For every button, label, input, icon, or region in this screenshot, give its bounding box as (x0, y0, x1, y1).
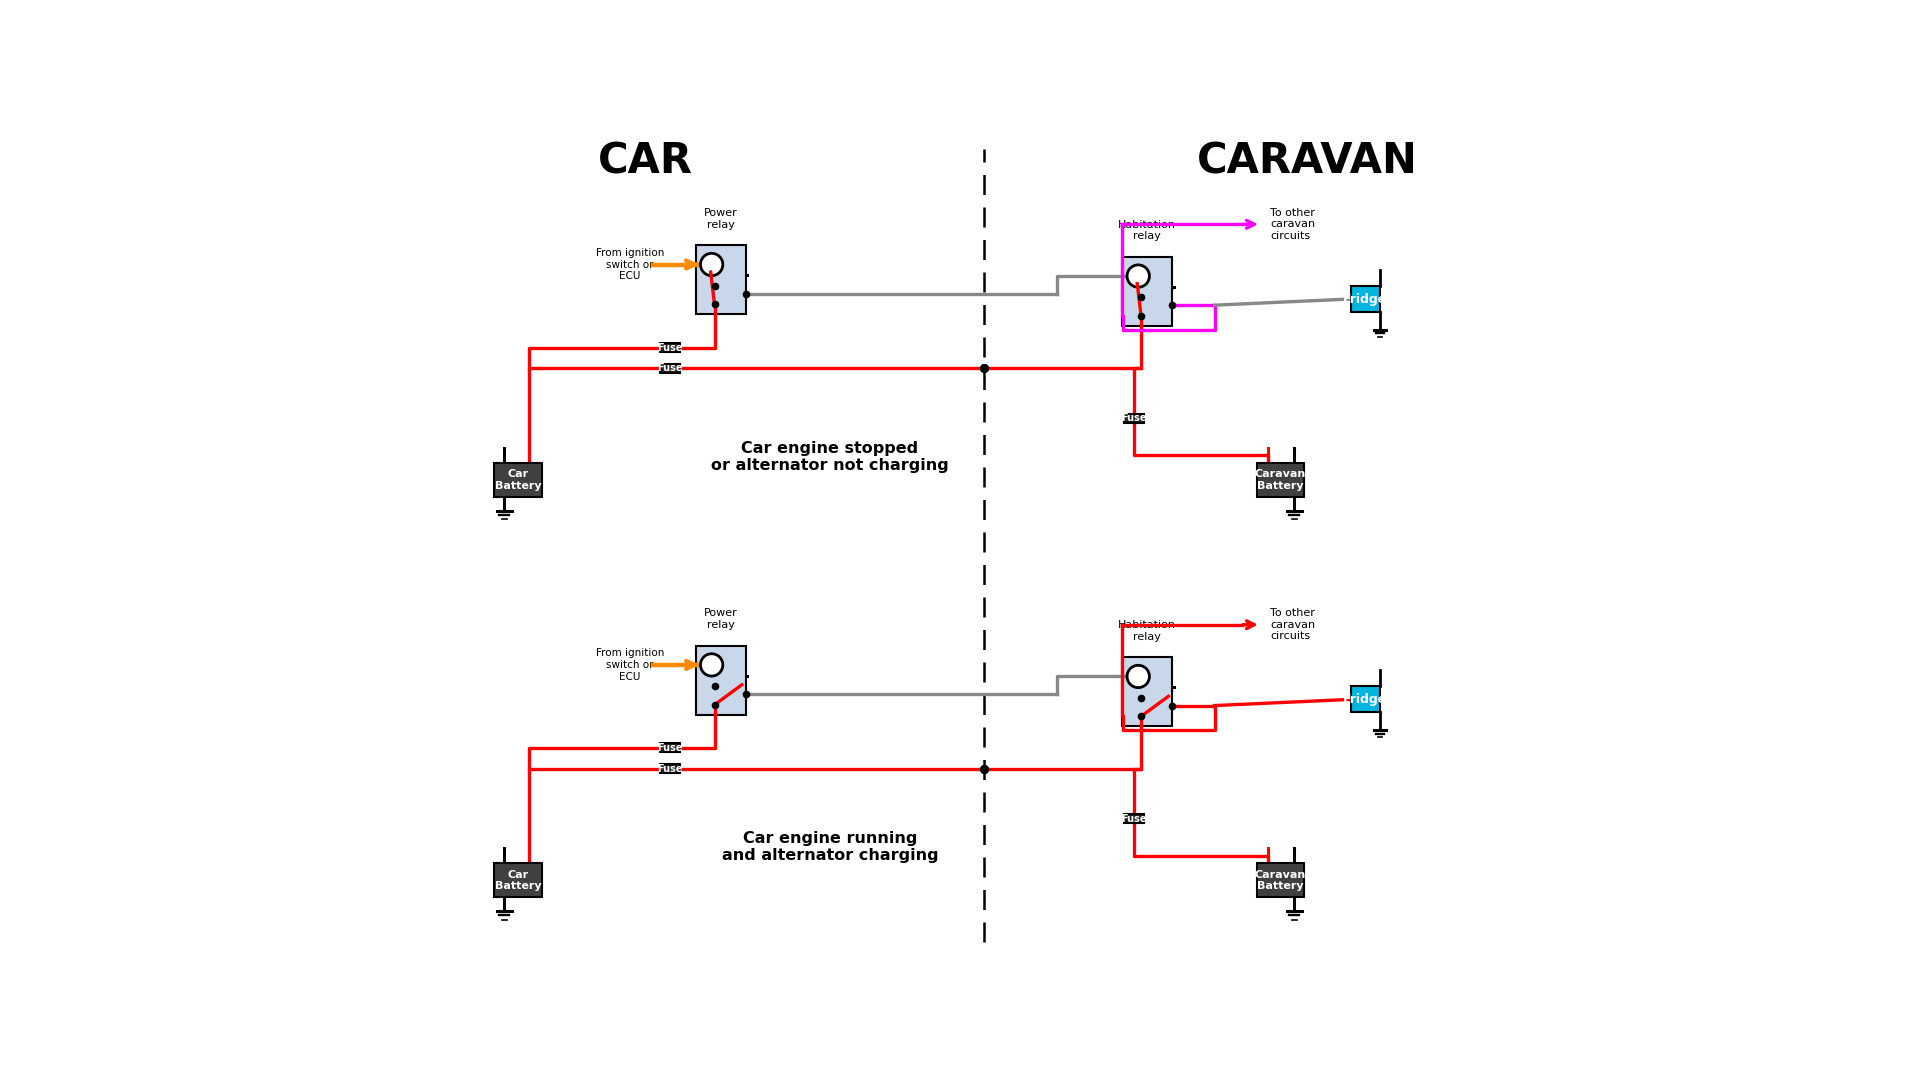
Text: Car engine stopped
or alternator not charging: Car engine stopped or alternator not cha… (710, 441, 948, 473)
Bar (695, 245, 745, 314)
Bar (1256, 463, 1304, 497)
Bar (1121, 657, 1173, 727)
Text: Fuse: Fuse (657, 764, 684, 773)
Text: From ignition
switch or
ECU: From ignition switch or ECU (595, 648, 664, 681)
Circle shape (1127, 665, 1150, 688)
Bar (660, 765, 680, 773)
Bar (1123, 414, 1144, 422)
Circle shape (1127, 265, 1150, 287)
Text: Habitation
relay: Habitation relay (1117, 620, 1177, 642)
Circle shape (701, 254, 722, 275)
Text: From ignition
switch or
ECU: From ignition switch or ECU (595, 248, 664, 281)
Text: Car engine running
and alternator charging: Car engine running and alternator chargi… (722, 831, 939, 863)
Text: Fuse: Fuse (657, 743, 684, 753)
Text: To other
caravan
circuits: To other caravan circuits (1269, 207, 1315, 241)
Bar (660, 743, 680, 753)
Bar (1256, 863, 1304, 897)
Bar (660, 364, 680, 373)
Text: CARAVAN: CARAVAN (1196, 140, 1417, 183)
Text: Fuse: Fuse (1121, 813, 1146, 824)
Text: Fuse: Fuse (1121, 414, 1146, 423)
Bar (1123, 814, 1144, 823)
Text: Caravan
Battery: Caravan Battery (1256, 469, 1306, 490)
Text: Caravan
Battery: Caravan Battery (1256, 869, 1306, 891)
Circle shape (701, 653, 722, 676)
Text: Habitation
relay: Habitation relay (1117, 219, 1177, 241)
Text: Power
relay: Power relay (705, 608, 737, 630)
Bar (493, 463, 541, 497)
Bar (695, 646, 745, 715)
Text: Power
relay: Power relay (705, 208, 737, 230)
Text: To other
caravan
circuits: To other caravan circuits (1269, 608, 1315, 642)
Text: CAR: CAR (597, 140, 693, 183)
Text: Fridge: Fridge (1342, 693, 1388, 706)
Text: Car
Battery: Car Battery (495, 469, 541, 490)
Text: Fuse: Fuse (657, 342, 684, 352)
Text: Fuse: Fuse (657, 363, 684, 374)
Bar (493, 863, 541, 897)
Bar (1350, 286, 1380, 312)
Bar (1350, 686, 1380, 713)
Bar (1121, 257, 1173, 326)
Bar (660, 343, 680, 352)
Text: Fridge: Fridge (1342, 293, 1388, 306)
Text: Car
Battery: Car Battery (495, 869, 541, 891)
